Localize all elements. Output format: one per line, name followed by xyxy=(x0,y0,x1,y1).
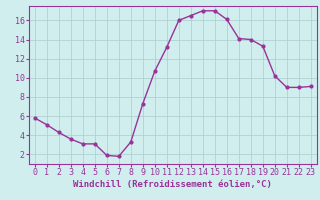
X-axis label: Windchill (Refroidissement éolien,°C): Windchill (Refroidissement éolien,°C) xyxy=(73,180,272,189)
